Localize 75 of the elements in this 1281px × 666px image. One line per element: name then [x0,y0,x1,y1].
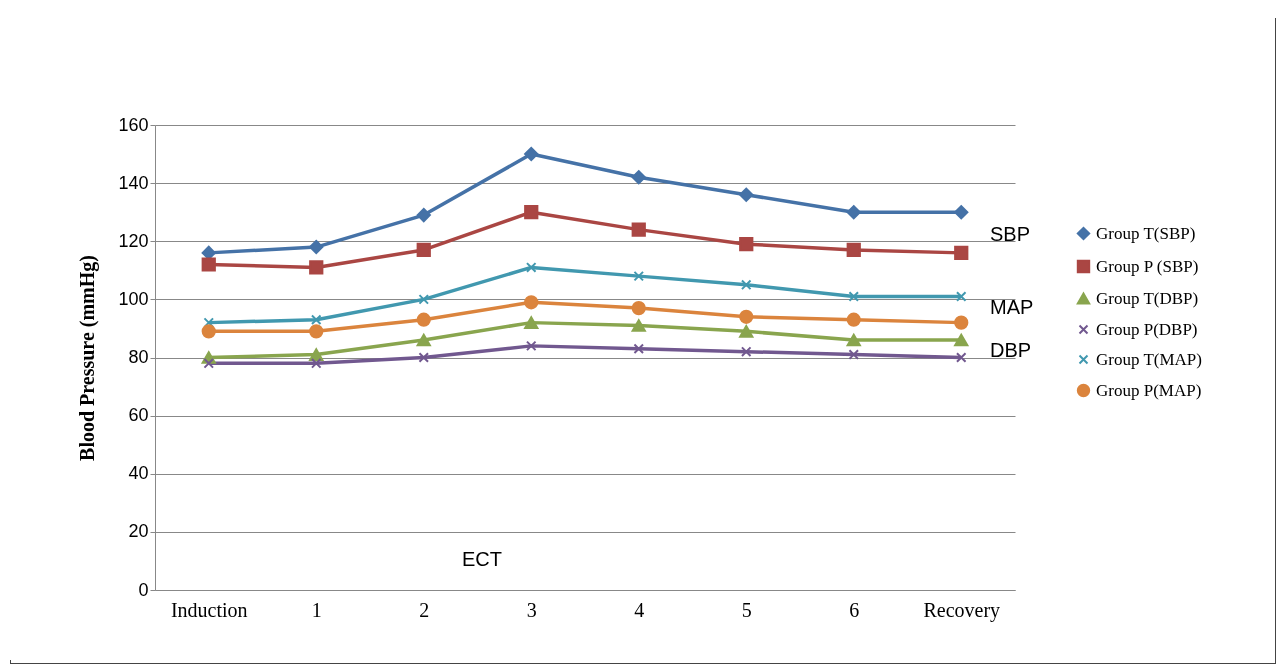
point [740,346,752,357]
point [309,348,324,361]
point [954,315,969,330]
legend-label: Group P(MAP) [1096,380,1202,400]
y-tick-label: 120 [118,230,149,251]
x-tick-label: 3 [526,598,537,621]
point [525,262,537,273]
point [524,146,539,162]
point [954,333,969,347]
point [418,294,430,305]
x-tick-label: 6 [849,598,860,621]
point [954,205,969,220]
x-tick-label: 4 [634,598,645,621]
point [633,270,645,282]
point [739,237,754,252]
point [633,343,645,355]
x-tick-label: 5 [741,598,752,621]
point [524,295,539,310]
point [631,222,646,237]
x-tick-label: Recovery [923,598,1001,622]
point [309,324,324,339]
x-tick-label: Induction [170,598,248,621]
annotation: DBP [990,339,1032,361]
point [310,358,322,369]
x-tick-label: 2 [419,598,430,621]
legend-label: Group T(DBP) [1096,288,1199,308]
point [524,316,539,329]
point [416,242,431,258]
point [739,309,754,324]
point [739,325,754,338]
y-tick-label: 40 [128,463,149,484]
point [201,257,216,272]
point [955,352,967,363]
legend-label: Group T(SBP) [1096,223,1196,243]
point [846,242,861,258]
point [525,340,537,352]
point [848,349,860,360]
point [203,317,215,328]
legend-label: Group T(MAP) [1096,349,1202,369]
point [416,207,431,223]
point [416,312,431,327]
point [416,333,431,347]
point [955,291,967,302]
point [631,300,646,316]
point [739,187,754,202]
y-tick-label: 0 [138,579,149,600]
point [310,314,322,326]
y-tick-label: 80 [128,347,149,367]
point [954,245,969,260]
point [201,245,216,260]
annotation: MAP [990,296,1034,318]
y-tick-label: 140 [118,172,149,193]
y-tick-label: 20 [128,521,149,542]
point [309,239,324,255]
legend-label: Group P(DBP) [1096,319,1198,339]
point [524,205,539,220]
point [418,352,430,363]
point [631,319,646,332]
y-tick-label: 100 [118,288,149,309]
point [309,260,324,275]
point [846,205,861,220]
legend-label: Group P (SBP) [1096,256,1199,276]
y-tick-label: 60 [128,405,149,426]
point [631,170,646,185]
point [846,333,861,347]
point [203,358,215,369]
point [846,312,861,327]
annotation: SBP [990,223,1031,245]
x-tick-label: 1 [311,598,322,621]
y-tick-label: 160 [118,114,149,135]
y-axis-title: Blood Pressure (mmHg) [76,255,100,461]
point [740,279,752,291]
annotation: ECT [462,548,502,570]
point [201,324,216,339]
point [848,291,860,302]
